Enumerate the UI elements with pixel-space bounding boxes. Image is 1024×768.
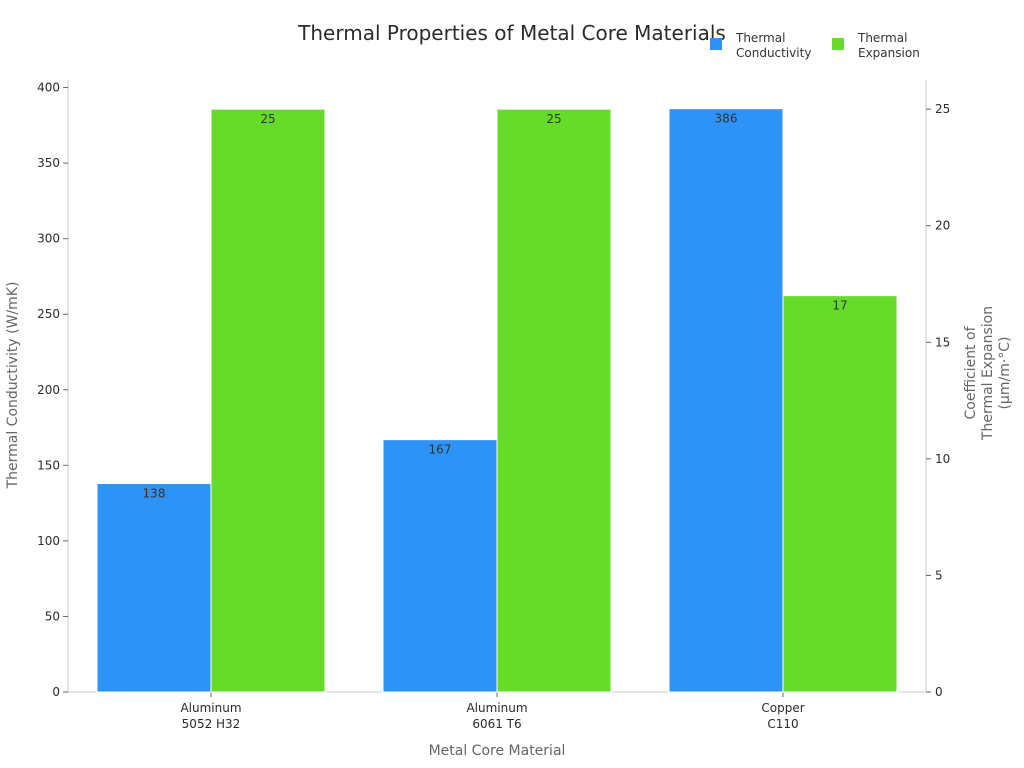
left-tick-label: 250 (37, 307, 60, 321)
chart-title: Thermal Properties of Metal Core Materia… (297, 21, 726, 45)
bar-value-label: 17 (832, 299, 847, 313)
category-label: Aluminum 5052 H32 (180, 701, 241, 731)
left-tick-label: 300 (37, 232, 60, 246)
right-tick-label: 15 (935, 335, 950, 349)
bar-value-label: 386 (715, 112, 738, 126)
category-label: Aluminum 6061 T6 (466, 701, 527, 731)
left-tick-label: 50 (45, 609, 60, 623)
left-tick-label: 100 (37, 534, 60, 548)
bar-value-label: 25 (546, 112, 561, 126)
legend-swatch (832, 38, 844, 50)
right-axis-title-text: Coefficient ofThermal Expansion(μm/m·°C) (963, 306, 1013, 441)
right-y-axis: 0 5 10 15 20 25 (925, 80, 950, 699)
bars: 138 25 167 25 386 17 (96, 108, 898, 693)
left-tick-label: 400 (37, 81, 60, 95)
bar-expansion (496, 108, 612, 693)
left-tick-label: 150 (37, 458, 60, 472)
bar-expansion (210, 108, 326, 693)
x-axis: Aluminum 5052 H32 Aluminum 6061 T6 Copper C11… (68, 691, 926, 731)
legend-label: Thermal Conductivity (735, 31, 811, 60)
bar-value-label: 25 (260, 112, 275, 126)
left-y-axis: 0 50 100 150 200 250 300 350 400 (37, 80, 69, 699)
left-axis-title: Thermal Conductivity (W/mK) (5, 282, 21, 490)
left-tick-label: 0 (52, 685, 60, 699)
right-tick-label: 0 (935, 685, 943, 699)
legend-label: Thermal Expansion (857, 31, 920, 60)
right-tick-label: 25 (935, 102, 950, 116)
left-tick-label: 200 (37, 383, 60, 397)
bar-conductivity (96, 482, 212, 693)
bar-value-label: 138 (143, 486, 166, 500)
bar-value-label: 167 (429, 443, 452, 457)
x-axis-title: Metal Core Material (429, 743, 566, 759)
bar-expansion (782, 295, 898, 693)
right-tick-label: 10 (935, 452, 950, 466)
legend: Thermal Conductivity Thermal Expansion (710, 31, 920, 60)
bar-conductivity (382, 439, 498, 693)
legend-swatch (710, 38, 722, 50)
category-label: Copper C110 (761, 701, 804, 731)
right-tick-label: 5 (935, 568, 943, 582)
right-axis-title: Coefficient ofThermal Expansion(μm/m·°C) (963, 306, 1013, 441)
left-tick-label: 350 (37, 156, 60, 170)
right-tick-label: 20 (935, 219, 950, 233)
bar-conductivity (668, 108, 784, 693)
